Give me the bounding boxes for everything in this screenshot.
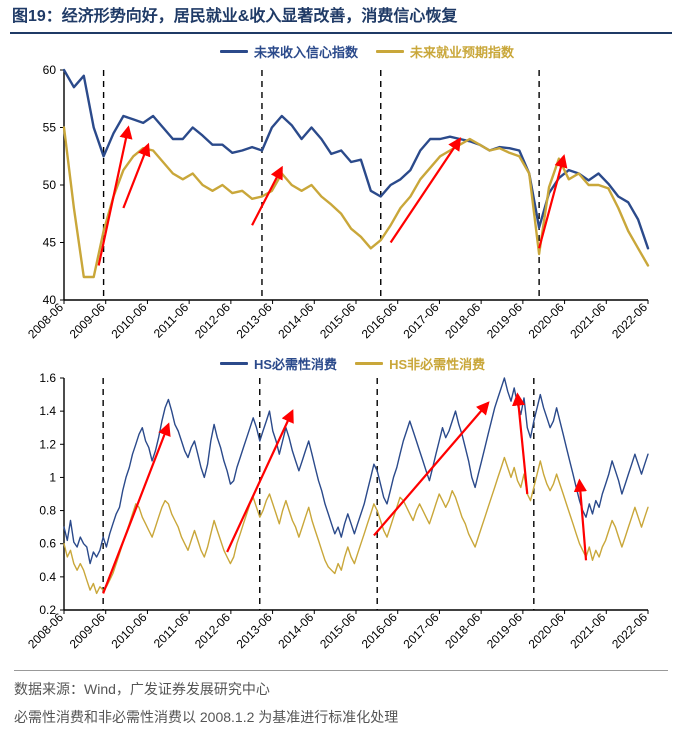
legend-swatch [355, 362, 383, 365]
chart1-svg: 40455055602008-062009-062010-062011-0620… [20, 42, 660, 342]
svg-text:2012-06: 2012-06 [192, 610, 233, 651]
footer-rule [14, 670, 668, 671]
chart-hs-consumer: HS必需性消费 HS非必需性消费 0.20.40.60.811.21.41.620… [20, 354, 660, 654]
svg-text:2016-06: 2016-06 [359, 300, 400, 341]
svg-text:0.6: 0.6 [39, 537, 56, 551]
svg-text:2022-06: 2022-06 [609, 300, 650, 341]
svg-text:2019-06: 2019-06 [484, 300, 525, 341]
svg-text:0.8: 0.8 [39, 504, 56, 518]
figure-title: 图19：经济形势向好，居民就业&收入显著改善，消费信心恢复 [10, 6, 672, 34]
svg-text:2012-06: 2012-06 [192, 300, 233, 341]
svg-text:2015-06: 2015-06 [317, 610, 358, 651]
chart1-legend: 未来收入信心指数 未来就业预期指数 [220, 42, 514, 61]
svg-text:2020-06: 2020-06 [526, 300, 567, 341]
svg-text:1.2: 1.2 [39, 437, 56, 451]
svg-text:2022-06: 2022-06 [609, 610, 650, 651]
page: 图19：经济形势向好，居民就业&收入显著改善，消费信心恢复 未来收入信心指数未来… [0, 0, 682, 751]
svg-text:2011-06: 2011-06 [151, 300, 192, 341]
svg-text:2016-06: 2016-06 [359, 610, 400, 651]
legend-swatch [220, 362, 248, 365]
svg-text:2013-06: 2013-06 [234, 610, 275, 651]
svg-text:2013-06: 2013-06 [234, 300, 275, 341]
legend-swatch [220, 50, 248, 53]
legend-item: HS必需性消费 [220, 354, 337, 373]
svg-text:2018-06: 2018-06 [442, 610, 483, 651]
svg-text:2019-06: 2019-06 [484, 610, 525, 651]
svg-text:2021-06: 2021-06 [567, 610, 608, 651]
svg-text:2010-06: 2010-06 [109, 610, 150, 651]
svg-text:2014-06: 2014-06 [275, 610, 316, 651]
legend-item: 未来就业预期指数 [376, 42, 514, 61]
svg-text:0.4: 0.4 [39, 570, 56, 584]
chart2-legend: HS必需性消费 HS非必需性消费 [220, 354, 485, 373]
svg-text:2018-06: 2018-06 [442, 300, 483, 341]
svg-text:2015-06: 2015-06 [317, 300, 358, 341]
svg-text:1: 1 [49, 470, 56, 484]
svg-text:2017-06: 2017-06 [401, 610, 442, 651]
legend-swatch [376, 50, 404, 53]
svg-text:2014-06: 2014-06 [275, 300, 316, 341]
legend-item: 未来收入信心指数 [220, 42, 358, 61]
svg-text:1.4: 1.4 [39, 404, 56, 418]
chart-confidence-indices: 未来收入信心指数未来就业预期指数 40455055602008-062009-0… [20, 42, 660, 342]
svg-text:2009-06: 2009-06 [67, 610, 108, 651]
legend-item: HS非必需性消费 [355, 354, 485, 373]
svg-text:50: 50 [43, 178, 57, 192]
svg-text:55: 55 [43, 121, 57, 135]
legend-label: HS必需性消费 [254, 354, 337, 373]
svg-text:60: 60 [43, 63, 57, 77]
figure-footer: 数据来源：Wind，广发证券发展研究中心 必需性消费和非必需性消费以 2008.… [14, 670, 668, 731]
footer-note: 必需性消费和非必需性消费以 2008.1.2 为基准进行标准化处理 [14, 703, 668, 731]
svg-text:2009-06: 2009-06 [67, 300, 108, 341]
svg-text:45: 45 [43, 236, 57, 250]
chart2-svg: 0.20.40.60.811.21.41.62008-062009-062010… [20, 354, 660, 654]
svg-text:2010-06: 2010-06 [109, 300, 150, 341]
legend-label: HS非必需性消费 [389, 354, 485, 373]
footer-source: 数据来源：Wind，广发证券发展研究中心 [14, 675, 668, 703]
svg-text:1.6: 1.6 [39, 371, 56, 385]
svg-text:2017-06: 2017-06 [401, 300, 442, 341]
legend-label: 未来收入信心指数 [254, 42, 358, 61]
svg-text:2011-06: 2011-06 [151, 610, 192, 651]
svg-text:2020-06: 2020-06 [526, 610, 567, 651]
svg-text:2021-06: 2021-06 [567, 300, 608, 341]
legend-label: 未来就业预期指数 [410, 42, 514, 61]
